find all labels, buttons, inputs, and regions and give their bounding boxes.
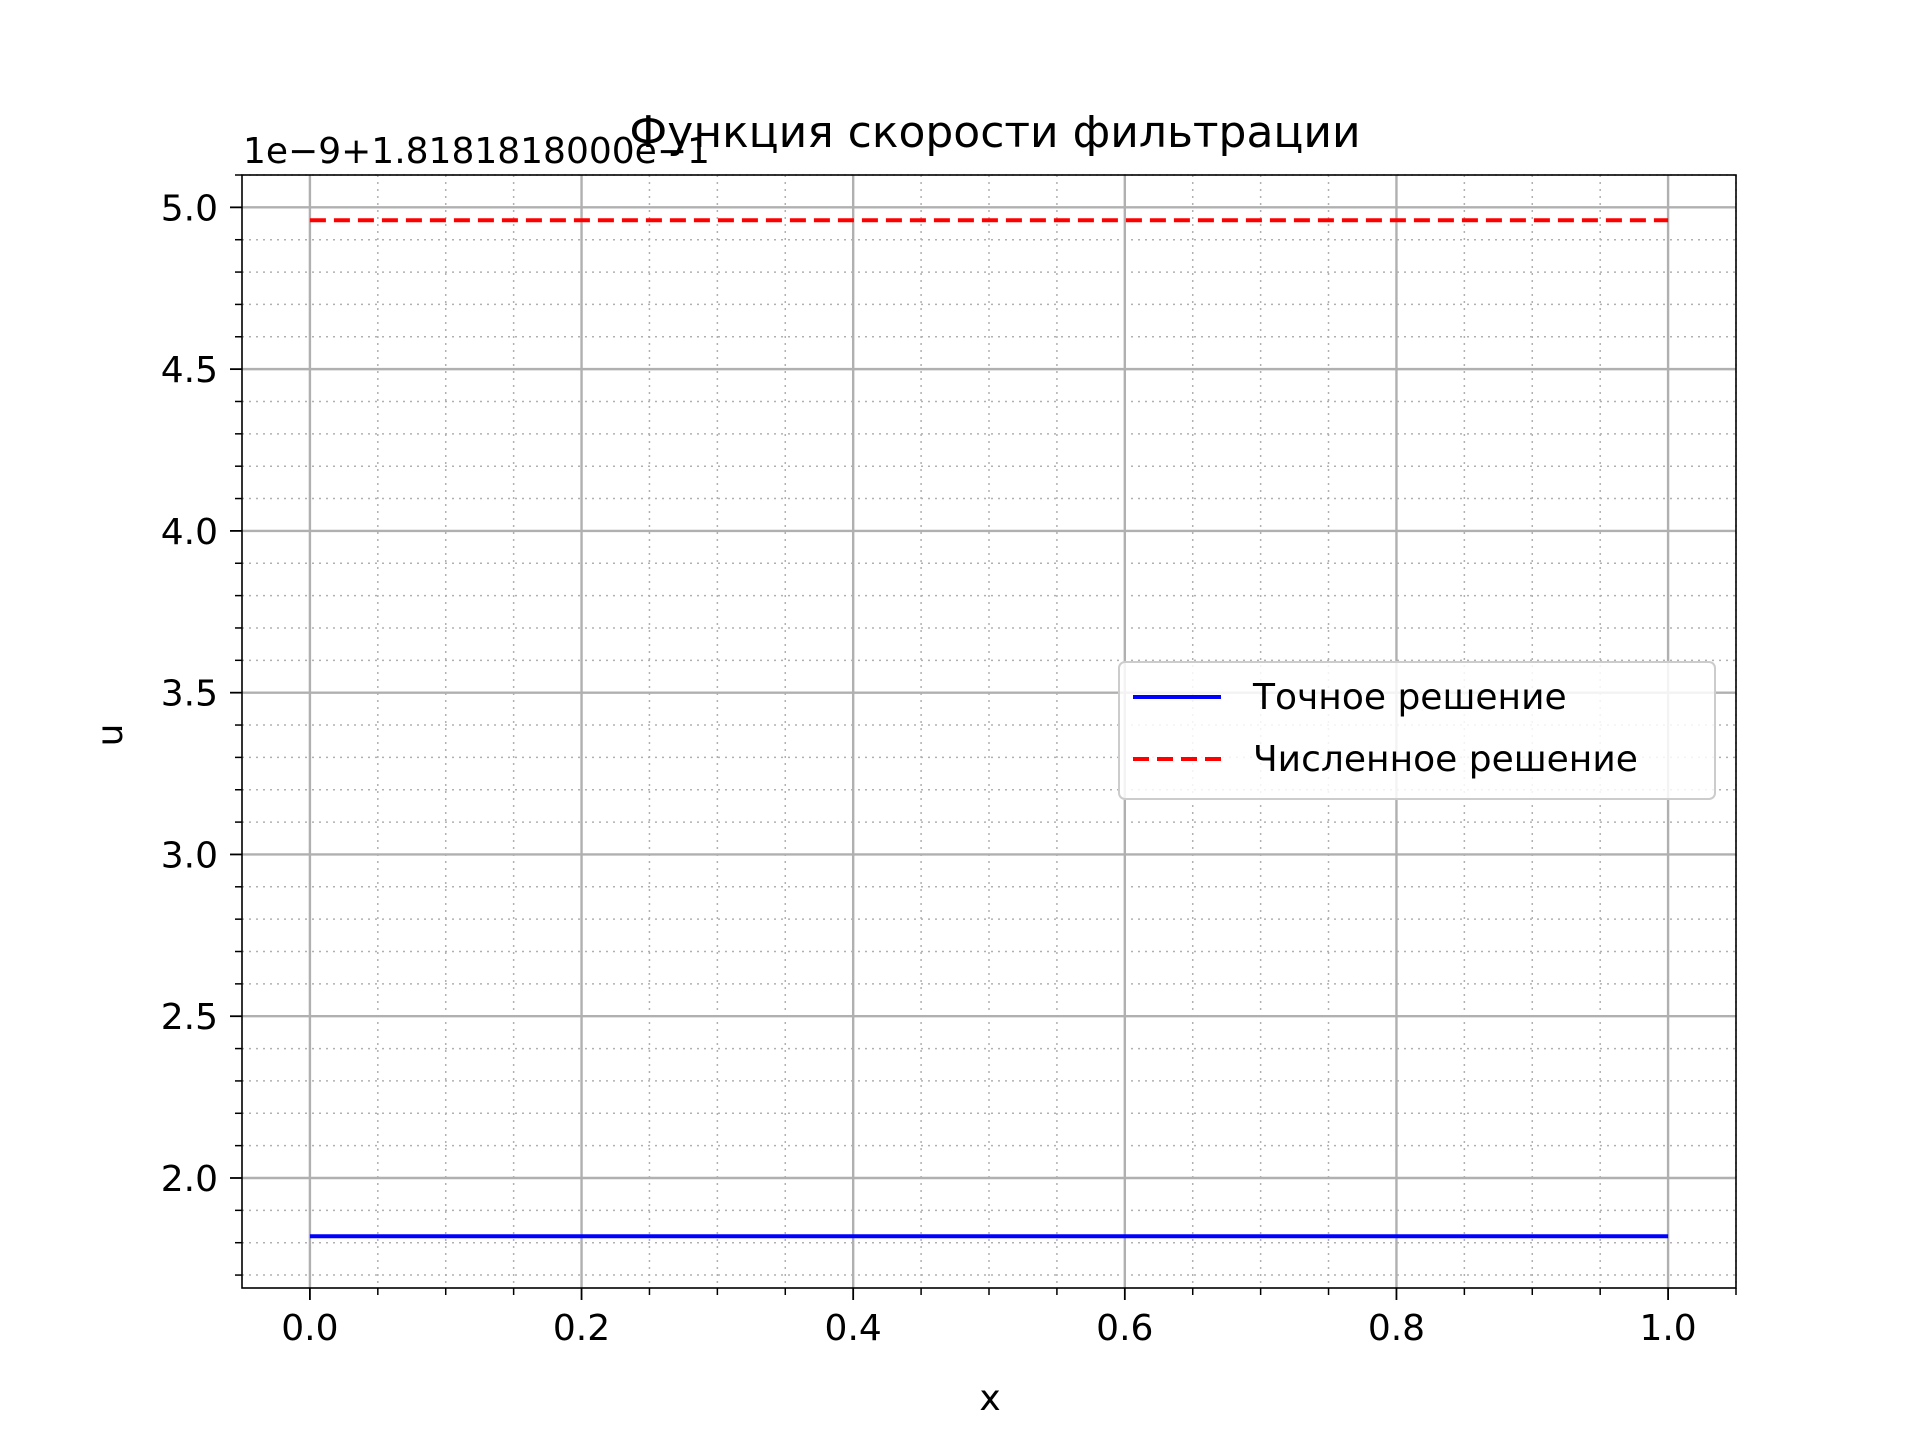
chart-title: Функция скорости фильтрации (629, 107, 1360, 158)
legend-label-numeric: Численное решение (1253, 739, 1638, 780)
x-tick-label: 0.2 (553, 1308, 610, 1349)
legend-label-exact: Точное решение (1252, 677, 1567, 718)
x-tick-label: 0.6 (1096, 1308, 1153, 1349)
y-tick-label: 2.0 (161, 1159, 218, 1200)
series-layer (309, 218, 1669, 1239)
y-tick-label: 4.0 (161, 512, 218, 553)
x-tick-label: 0.4 (825, 1308, 882, 1349)
tick-labels: 0.0 0.2 0.4 0.6 0.8 1.0 2.0 2.5 3.0 3.5 4.0 4.5 5.0 (161, 188, 1697, 1349)
y-axis-label: u (90, 724, 131, 747)
y-tick-label: 3.0 (161, 835, 218, 876)
legend-box (1118, 661, 1716, 800)
y-tick-label: 4.5 (161, 350, 218, 391)
y-tick-label: 3.5 (161, 674, 218, 715)
y-tick-label: 2.5 (161, 997, 218, 1038)
axis-offset-label: 1e−9+1.81818180​00e−1 (243, 131, 710, 172)
x-tick-label: 1.0 (1639, 1308, 1696, 1349)
x-tick-label: 0.0 (281, 1308, 338, 1349)
legend: Точное решение Численное решение (1118, 661, 1716, 800)
ticks (230, 174, 1737, 1300)
y-tick-label: 5.0 (161, 188, 218, 229)
x-axis-label: x (979, 1378, 1000, 1419)
x-tick-label: 0.8 (1368, 1308, 1425, 1349)
